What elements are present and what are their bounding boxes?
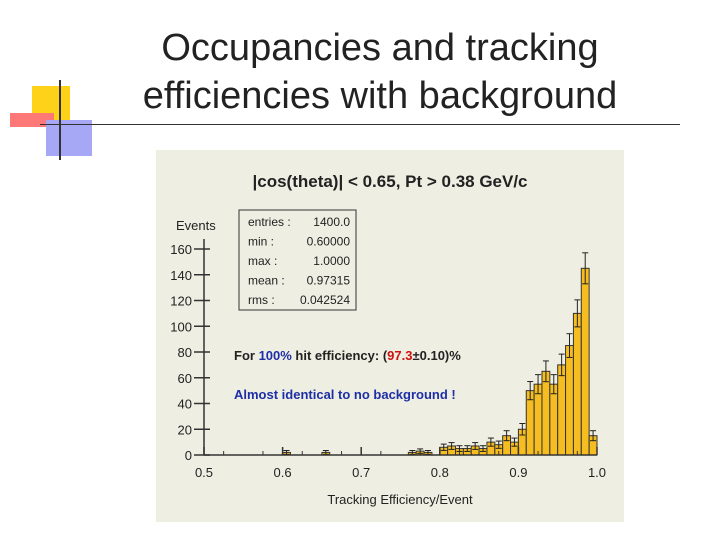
x-tick-label: 0.9	[509, 465, 527, 480]
x-tick-label: 0.7	[352, 465, 370, 480]
annotation-efficiency-suffix: ±0.10)%	[412, 348, 461, 363]
x-tick-label: 1.0	[588, 465, 606, 480]
stats-value: 0.042524	[300, 293, 350, 307]
y-tick-label: 120	[170, 294, 192, 309]
ornament-horizontal-line	[40, 124, 680, 125]
ornament-vertical-line	[59, 80, 61, 160]
x-axis-label: Tracking Efficiency/Event	[327, 492, 473, 507]
annotation-background: Almost identical to no background !	[234, 387, 456, 402]
histogram-bin	[541, 370, 551, 456]
stats-box-frame	[238, 209, 357, 311]
histogram-bin	[533, 383, 543, 456]
y-tick-label: 60	[178, 371, 192, 386]
histogram-bin	[572, 312, 582, 456]
annotation-efficiency-middle: hit efficiency: (	[292, 348, 388, 363]
y-tick-label: 160	[170, 242, 192, 257]
slide-title-line1: Occupancies and tracking	[161, 27, 599, 69]
annotation-efficiency-prefix: For	[234, 348, 259, 363]
axes: 0.5 0.6 0.7 0.8 0.9 1.0 0 20 40 60 80 100 120 140 160	[170, 239, 606, 480]
stats-label: mean :	[248, 274, 285, 288]
stats-box: entries : 1400.0 min : 0.60000 max : 1.0000 me…	[238, 209, 357, 311]
y-tick-label: 140	[170, 268, 192, 283]
stats-label: min :	[248, 235, 274, 249]
y-tick-label: 40	[178, 397, 192, 412]
histogram-bin	[549, 383, 559, 456]
stats-value: 0.97315	[307, 274, 351, 288]
stats-label: entries :	[248, 215, 291, 229]
y-tick-label: 80	[178, 345, 192, 360]
histogram-chart: |cos(theta)| < 0.65, Pt > 0.38 GeV/c Eve…	[170, 172, 606, 507]
ornament-red-bar	[10, 113, 54, 127]
histogram-panel: |cos(theta)| < 0.65, Pt > 0.38 GeV/c Eve…	[156, 150, 624, 522]
x-tick-label: 0.5	[195, 465, 213, 480]
annotation-efficiency-highlight2: 97.3	[387, 348, 412, 363]
stats-label: rms :	[248, 293, 275, 307]
stats-label: max :	[248, 254, 277, 268]
annotation-efficiency: For 100% hit efficiency: (97.3±0.10)%	[234, 348, 461, 363]
y-axis-label: Events	[176, 218, 216, 233]
stats-value: 1400.0	[313, 215, 350, 229]
slide-title: Occupancies and tracking efficiencies wi…	[120, 24, 640, 120]
stats-value: 0.60000	[307, 235, 351, 249]
histogram-bin	[565, 345, 574, 456]
x-tick-label: 0.8	[431, 465, 449, 480]
ornament-blue-square	[46, 120, 92, 156]
histogram-bin	[525, 390, 535, 456]
annotation-efficiency-highlight1: 100%	[259, 348, 293, 363]
histogram-bin	[557, 364, 567, 456]
chart-title: |cos(theta)| < 0.65, Pt > 0.38 GeV/c	[252, 172, 527, 191]
slide-title-line2: efficiencies with background	[142, 75, 618, 117]
y-tick-label: 20	[178, 422, 192, 437]
histogram-bin	[580, 267, 590, 456]
x-tick-label: 0.6	[274, 465, 292, 480]
y-tick-label: 0	[185, 448, 192, 463]
y-tick-label: 100	[170, 319, 192, 334]
histogram-bars	[282, 252, 598, 456]
stats-value: 1.0000	[313, 254, 350, 268]
